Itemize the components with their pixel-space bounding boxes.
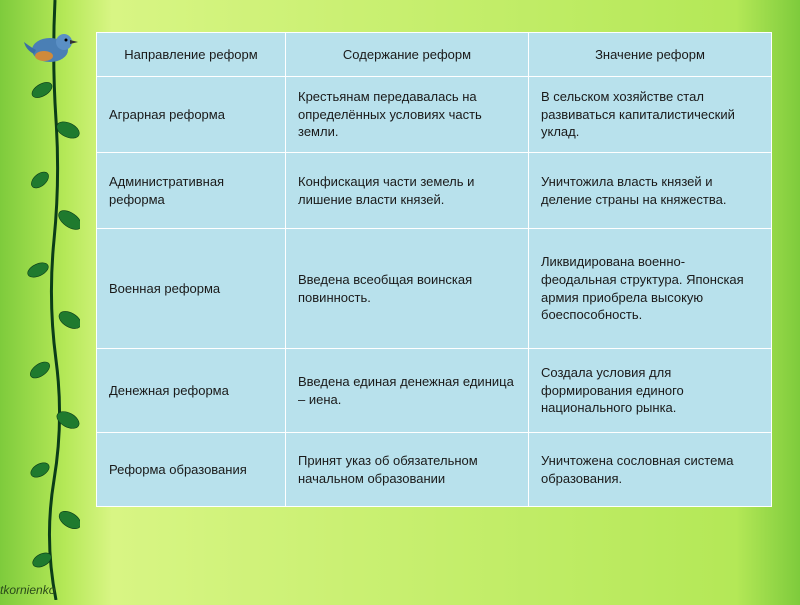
table-row: Реформа образования Принят указ об обяза…	[97, 433, 772, 507]
header-direction: Направление реформ	[97, 33, 286, 77]
reforms-table: Направление реформ Содержание реформ Зна…	[96, 32, 772, 507]
cell-content: Конфискация части земель и лишение власт…	[286, 153, 529, 229]
cell-meaning: Уничтожена сословная система образования…	[529, 433, 772, 507]
table-row: Аграрная реформа Крестьянам передавалась…	[97, 77, 772, 153]
cell-content: Принят указ об обязательном начальном об…	[286, 433, 529, 507]
credit-text: tkornienko	[0, 583, 55, 597]
header-content: Содержание реформ	[286, 33, 529, 77]
table-header-row: Направление реформ Содержание реформ Зна…	[97, 33, 772, 77]
cell-meaning: Создала условия для формирования единого…	[529, 349, 772, 433]
vine-decoration	[20, 0, 80, 600]
cell-meaning: Ликвидирована военно-феодальная структур…	[529, 229, 772, 349]
table-body: Аграрная реформа Крестьянам передавалась…	[97, 77, 772, 507]
table-row: Военная реформа Введена всеобщая воинска…	[97, 229, 772, 349]
table-row: Административная реформа Конфискация час…	[97, 153, 772, 229]
reforms-table-container: Направление реформ Содержание реформ Зна…	[96, 32, 772, 507]
cell-direction: Административная реформа	[97, 153, 286, 229]
cell-meaning: В сельском хозяйстве стал развиваться ка…	[529, 77, 772, 153]
cell-content: Крестьянам передавалась на определённых …	[286, 77, 529, 153]
cell-content: Введена всеобщая воинская повинность.	[286, 229, 529, 349]
header-meaning: Значение реформ	[529, 33, 772, 77]
cell-direction: Военная реформа	[97, 229, 286, 349]
table-row: Денежная реформа Введена единая денежная…	[97, 349, 772, 433]
cell-content: Введена единая денежная единица – иена.	[286, 349, 529, 433]
cell-meaning: Уничтожила власть князей и деление стран…	[529, 153, 772, 229]
cell-direction: Аграрная реформа	[97, 77, 286, 153]
cell-direction: Денежная реформа	[97, 349, 286, 433]
cell-direction: Реформа образования	[97, 433, 286, 507]
